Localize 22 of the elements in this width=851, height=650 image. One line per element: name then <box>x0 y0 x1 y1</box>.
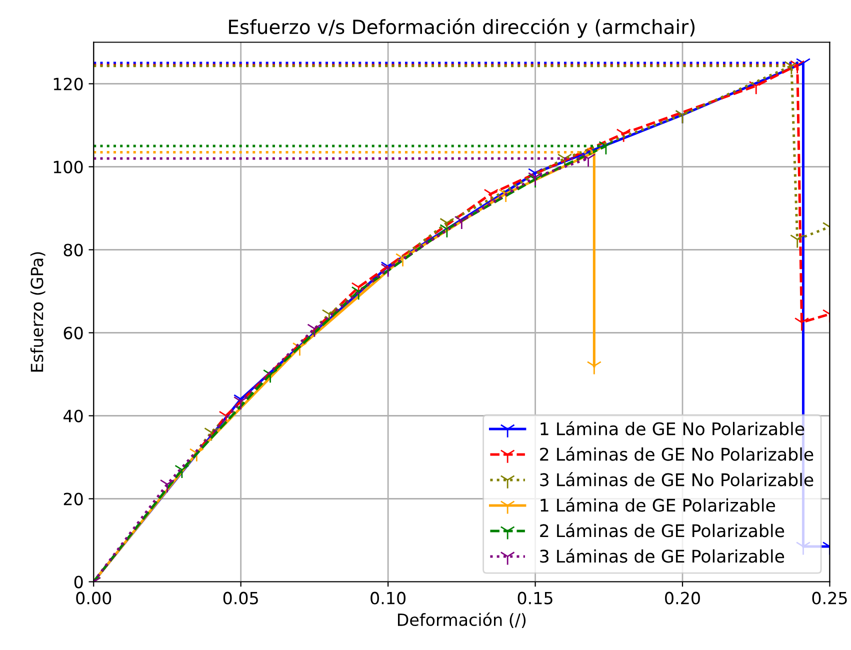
x-tick-label: 0.00 <box>76 592 112 604</box>
x-axis-title: Deformación (/) <box>398 612 526 628</box>
legend-label: 2 Láminas de GE No Polarizable <box>540 446 814 461</box>
x-tick-label: 0.15 <box>518 592 552 604</box>
y-tick-label: 60 <box>64 326 83 340</box>
legend-label: 2 Láminas de GE Polarizable <box>540 523 784 538</box>
x-tick-label: 0.20 <box>665 592 700 604</box>
legend-label: 1 Lámina de GE No Polarizable <box>540 421 804 436</box>
x-tick-label: 0.10 <box>370 592 406 604</box>
y-tick-label: 0 <box>74 576 83 588</box>
y-tick-label: 80 <box>64 244 83 256</box>
y-tick-label: 120 <box>54 78 83 90</box>
y-tick-label: 40 <box>63 410 83 422</box>
y-tick-label: 100 <box>54 160 83 174</box>
legend-label: 1 Lámina de GE Polarizable <box>540 498 776 512</box>
y-axis-title: Esfuerzo (GPa) <box>30 252 46 372</box>
x-tick-label: 0.25 <box>812 592 847 604</box>
y-tick-label: 20 <box>64 492 83 506</box>
legend-label: 3 Láminas de GE Polarizable <box>540 548 784 563</box>
chart-title: Esfuerzo v/s Deformación dirección y (armchair) <box>229 18 695 38</box>
legend-label: 3 Láminas de GE No Polarizable <box>540 472 814 486</box>
x-tick-label: 0.05 <box>223 592 258 604</box>
